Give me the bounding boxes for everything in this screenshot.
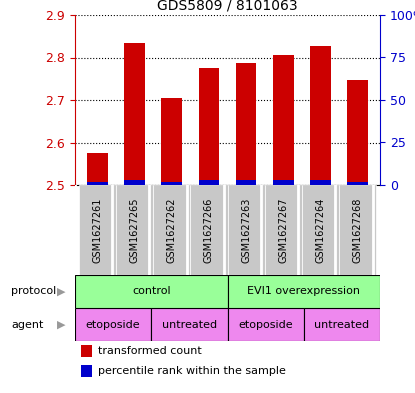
Text: control: control [132,286,171,296]
Bar [124,180,145,185]
Bar [161,182,182,185]
Text: untreated: untreated [162,320,217,329]
Bar [161,98,182,185]
Bar [339,185,376,275]
Text: protocol: protocol [11,286,56,296]
Bar [227,185,265,275]
Bar [81,365,92,377]
Bar [199,180,219,185]
Text: GSM1627263: GSM1627263 [241,197,251,263]
Text: EVI1 overexpression: EVI1 overexpression [247,286,360,296]
Bar [153,185,190,275]
Text: agent: agent [11,320,44,329]
Text: GSM1627267: GSM1627267 [278,197,288,263]
Bar [87,153,107,185]
Bar [236,180,256,185]
Bar [75,275,227,308]
Bar [310,46,331,185]
Text: ▶: ▶ [57,286,66,296]
Bar [273,180,293,185]
Bar [116,185,153,275]
Text: GSM1627262: GSM1627262 [167,197,177,263]
Text: untreated: untreated [314,320,369,329]
Text: GSM1627261: GSM1627261 [92,197,103,263]
Text: transformed count: transformed count [98,346,202,356]
Bar [265,185,302,275]
Bar [302,185,339,275]
Text: percentile rank within the sample: percentile rank within the sample [98,366,286,376]
Text: GSM1627265: GSM1627265 [129,197,139,263]
Text: GSM1627264: GSM1627264 [315,197,325,263]
Text: GSM1627266: GSM1627266 [204,197,214,263]
Text: etoposide: etoposide [86,320,140,329]
Bar [304,308,380,341]
Text: GSM1627268: GSM1627268 [353,197,363,263]
Bar [190,185,227,275]
Bar [310,180,331,185]
Bar [151,308,227,341]
Bar [124,42,145,185]
Bar [75,308,151,341]
Bar [273,55,293,185]
Text: ▶: ▶ [57,320,66,329]
Bar [199,68,219,185]
Text: etoposide: etoposide [238,320,293,329]
Bar [227,308,304,341]
Bar [87,182,107,185]
Bar [79,185,116,275]
Bar [347,182,368,185]
Bar [236,63,256,185]
Title: GDS5809 / 8101063: GDS5809 / 8101063 [157,0,298,13]
Bar [347,80,368,185]
Bar [227,275,380,308]
Bar [81,345,92,357]
